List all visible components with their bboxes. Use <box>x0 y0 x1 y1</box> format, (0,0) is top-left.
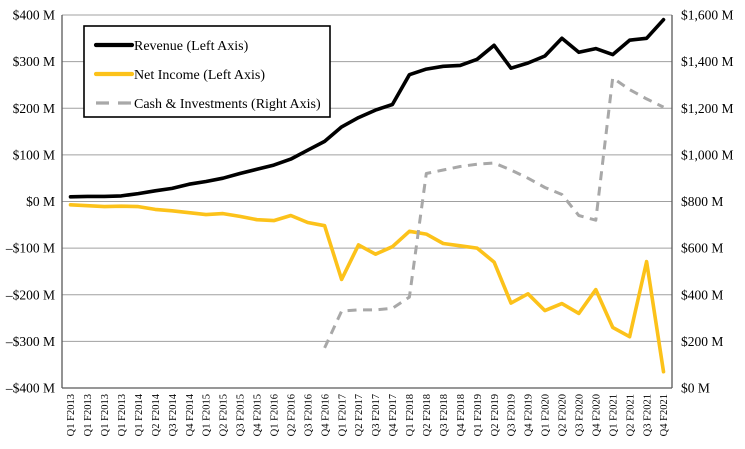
left-axis-tick-label: $200 M <box>13 101 55 116</box>
x-axis-tick-label: Q2 F2018 <box>422 394 433 436</box>
right-axis-tick-label: $1,200 M <box>681 101 734 116</box>
x-axis-tick-label: Q4 F2017 <box>388 394 399 436</box>
x-axis-tick-label: Q2 F2017 <box>354 394 365 436</box>
right-axis-tick-label: $1,600 M <box>681 8 734 23</box>
x-axis-tick-label: Q4 F2021 <box>659 394 670 436</box>
right-axis-tick-label: $200 M <box>681 334 723 349</box>
x-axis-tick-label: Q1 F2013 <box>66 394 77 436</box>
x-axis-tick-label: Q1 F2020 <box>541 394 552 436</box>
left-axis-tick-label: –$400 M <box>5 381 55 396</box>
x-axis-tick-label: Q1 F2013 <box>100 394 111 436</box>
revenue-line <box>68 17 666 199</box>
x-axis-tick-label: Q2 F2021 <box>625 394 636 436</box>
right-axis-tick-label: $1,400 M <box>681 54 734 69</box>
x-axis-tick-label: Q4 F2015 <box>253 394 264 436</box>
x-axis-tick-label: Q3 F2020 <box>574 394 585 436</box>
x-axis-tick-label: Q3 F2015 <box>236 394 247 436</box>
x-axis-tick-label: Q2 F2015 <box>219 394 230 436</box>
x-axis-tick-label: Q4 F2020 <box>591 394 602 436</box>
x-axis-tick-label: Q2 F2016 <box>286 394 297 436</box>
x-axis-tick-label: Q3 F2019 <box>507 394 518 436</box>
left-axis-tick-label: $300 M <box>13 54 55 69</box>
x-axis-tick-label: Q3 F2021 <box>642 394 653 436</box>
x-axis-tick-label: Q4 F2014 <box>185 393 196 436</box>
legend-label: Net Income (Left Axis) <box>134 68 265 83</box>
x-axis-tick-label: Q1 F2021 <box>608 394 619 436</box>
x-axis-tick-label: Q2 F2019 <box>490 394 501 436</box>
x-axis-tick-label: Q3 F2018 <box>439 394 450 436</box>
right-axis-tick-label: $600 M <box>681 241 723 256</box>
x-axis-tick-label: Q1 F2013 <box>83 394 94 436</box>
net-income-line <box>68 203 666 374</box>
x-axis-tick-label: Q4 F2019 <box>524 394 535 436</box>
left-axis-tick-label: $0 M <box>26 194 55 209</box>
x-axis-tick-label: Q1 F2016 <box>269 394 280 436</box>
x-axis-tick-label: Q2 F2020 <box>558 394 569 436</box>
cash-investments-line <box>323 76 665 349</box>
left-axis-tick-label: –$100 M <box>5 241 55 256</box>
legend-label: Revenue (Left Axis) <box>134 39 249 54</box>
left-axis-tick-label: $400 M <box>13 8 55 23</box>
x-axis-tick-label: Q1 F2014 <box>134 393 145 436</box>
legend-label: Cash & Investments (Right Axis) <box>134 97 321 112</box>
x-axis-tick-label: Q1 F2019 <box>473 394 484 436</box>
x-axis-tick-label: Q4 F2016 <box>320 394 331 436</box>
x-axis-tick-label: Q3 F2014 <box>168 393 179 436</box>
x-axis-tick-label: Q4 F2018 <box>456 394 467 436</box>
left-axis-tick-label: –$300 M <box>5 334 55 349</box>
x-axis-tick-label: Q3 F2017 <box>371 394 382 436</box>
x-axis-tick-label: Q1 F2013 <box>117 394 128 436</box>
x-axis-tick-label: Q2 F2014 <box>151 393 162 436</box>
right-axis-tick-label: $800 M <box>681 194 723 209</box>
right-axis-tick-label: $0 M <box>681 381 710 396</box>
right-axis-tick-label: $1,000 M <box>681 147 734 162</box>
left-axis-tick-label: $100 M <box>13 147 55 162</box>
left-axis-tick-label: –$200 M <box>5 287 55 302</box>
x-axis-tick-label: Q1 F2017 <box>337 394 348 436</box>
x-axis-tick-label: Q1 F2015 <box>202 394 213 436</box>
right-axis-tick-label: $400 M <box>681 287 723 302</box>
x-axis-tick-label: Q1 F2018 <box>405 394 416 436</box>
x-axis-tick-label: Q3 F2016 <box>303 394 314 436</box>
